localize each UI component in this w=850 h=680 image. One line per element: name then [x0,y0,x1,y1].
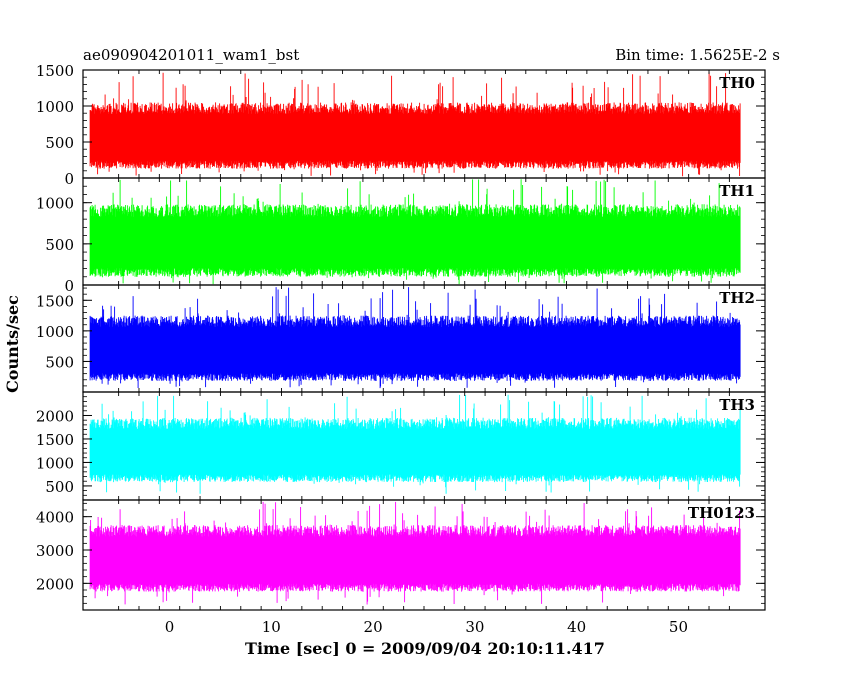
figure-title: ae090904201011_wam1_bst [83,46,299,64]
y-tick-label: 1500 [36,431,74,449]
series-label-th2: TH2 [719,289,755,307]
y-tick-label: 2000 [36,407,74,425]
panel-th0123: 2000 3000 4000 TH0123 [36,499,766,611]
series-label-th0: TH0 [719,74,755,92]
x-tick-label: 0 [165,618,175,636]
series-th2-trace [89,287,741,389]
y-tick-label: 1000 [36,323,74,341]
y-tick-label: 500 [45,478,74,496]
bin-time-label: Bin time: 1.5625E-2 s [615,46,780,64]
y-tick-label: 4000 [36,509,74,527]
y-tick-label: 3000 [36,542,74,560]
y-tick-label: 1000 [36,98,74,116]
series-label-th0123: TH0123 [688,504,755,522]
x-tick-label: 30 [465,618,484,636]
x-axis-label: Time [sec] 0 = 2009/09/04 20:10:11.417 [245,639,605,658]
y-tick-label: 500 [45,236,74,254]
series-th0123-trace [89,501,741,605]
y-axis-label: Counts/sec [3,295,22,393]
y-tick-label: 1000 [36,454,74,472]
x-tick-label: 20 [364,618,383,636]
panels-group: 0 500 1000 1500 TH0 0 500 1000 TH1 500 1000 1500 TH2… [36,62,766,611]
y-tick-label: 1500 [36,62,74,80]
y-tick-label: 500 [45,134,74,152]
y-tick-label: 0 [64,277,74,295]
panel-th2: 500 1000 1500 TH2 [36,284,766,393]
y-tick-label: 1000 [36,195,74,213]
series-th1-trace [89,179,741,285]
series-label-th1: TH1 [719,182,755,200]
panel-th0: 0 500 1000 1500 TH0 [36,62,766,188]
x-tick-label: 50 [669,618,688,636]
y-tick-label: 2000 [36,575,74,593]
x-tick-label: 40 [567,618,586,636]
series-th0-trace [89,72,741,177]
x-tick-label: 10 [262,618,281,636]
y-tick-label: 500 [45,353,74,371]
y-tick-label: 1500 [36,292,74,310]
y-tick-label: 0 [64,170,74,188]
series-label-th3: TH3 [719,396,755,414]
panel-th1: 0 500 1000 TH1 [36,177,766,295]
panel-th3: 500 1000 1500 2000 TH3 [36,391,766,501]
x-axis: 0 10 20 30 40 50 [165,618,688,636]
series-th3-trace [89,394,741,494]
